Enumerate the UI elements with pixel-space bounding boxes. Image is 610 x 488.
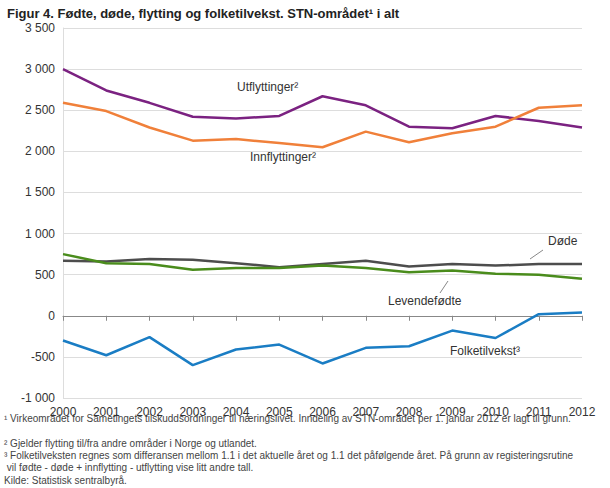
- svg-text:1 000: 1 000: [25, 227, 55, 241]
- svg-text:Døde: Døde: [548, 234, 578, 248]
- svg-text:Figur 4. Fødte, døde, flytting: Figur 4. Fødte, døde, flytting og folket…: [7, 6, 400, 21]
- svg-text:2006: 2006: [309, 405, 336, 419]
- svg-text:2007: 2007: [352, 405, 379, 419]
- svg-text:vil fødte - døde + innflytting: vil fødte - døde + innflytting - utflytt…: [4, 462, 253, 473]
- svg-text:2001: 2001: [93, 405, 120, 419]
- svg-text:³ Folketilveksten regnes som d: ³ Folketilveksten regnes som differansen…: [4, 450, 573, 461]
- svg-text:² Gjelder flytting til/fra and: ² Gjelder flytting til/fra andre områder…: [4, 438, 257, 449]
- svg-text:2 500: 2 500: [25, 103, 55, 117]
- svg-text:Levendefødte: Levendefødte: [388, 294, 462, 308]
- svg-text:2010: 2010: [482, 405, 509, 419]
- svg-text:2002: 2002: [136, 405, 163, 419]
- svg-text:2004: 2004: [223, 405, 250, 419]
- svg-text:2005: 2005: [266, 405, 293, 419]
- svg-text:3 500: 3 500: [25, 21, 55, 35]
- svg-text:-500: -500: [31, 350, 55, 364]
- svg-text:Kilde: Statistisk sentralbyrå.: Kilde: Statistisk sentralbyrå.: [4, 475, 127, 486]
- svg-text:500: 500: [35, 268, 55, 282]
- svg-text:2009: 2009: [439, 405, 466, 419]
- svg-text:Utflyttinger²: Utflyttinger²: [237, 80, 298, 94]
- svg-text:3 000: 3 000: [25, 62, 55, 76]
- svg-text:Folketilvekst³: Folketilvekst³: [450, 344, 520, 358]
- svg-text:2000: 2000: [50, 405, 77, 419]
- svg-text:2 000: 2 000: [25, 144, 55, 158]
- svg-text:2008: 2008: [396, 405, 423, 419]
- svg-text:-1 000: -1 000: [21, 391, 55, 405]
- svg-text:2003: 2003: [179, 405, 206, 419]
- svg-text:2012: 2012: [569, 405, 596, 419]
- svg-text:Innflyttinger²: Innflyttinger²: [250, 150, 316, 164]
- svg-text:2011: 2011: [526, 405, 552, 419]
- svg-text:0: 0: [48, 309, 55, 323]
- svg-text:1 500: 1 500: [25, 185, 55, 199]
